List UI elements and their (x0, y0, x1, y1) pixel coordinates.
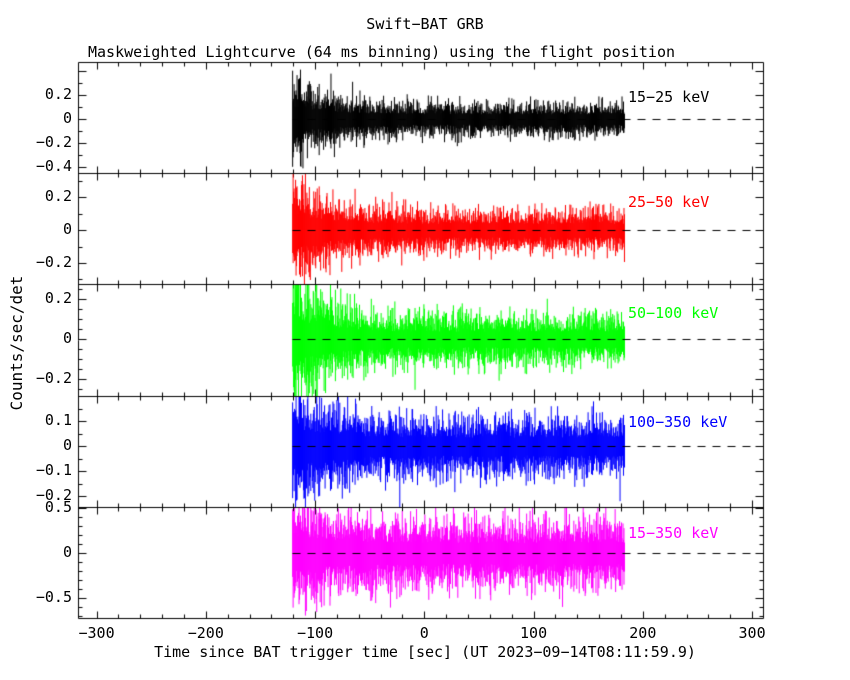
x-tick-label: −100 (297, 624, 334, 642)
x-tick-label: 300 (738, 624, 766, 642)
y-tick-label: 0 (62, 436, 72, 455)
energy-band-label: 15−25 keV (628, 88, 710, 106)
y-tick-label: 0.5 (44, 497, 72, 516)
y-tick-label: 0.2 (44, 289, 72, 307)
x-tick-label: −300 (78, 624, 115, 642)
x-tick-label: 100 (520, 624, 548, 642)
y-tick-label: −0.2 (35, 132, 72, 151)
x-tick-label: 0 (419, 624, 429, 642)
y-tick-label: −0.2 (35, 252, 72, 271)
y-tick-label: −0.4 (35, 156, 72, 175)
y-tick-label: 0 (62, 542, 72, 561)
y-tick-label: 0 (62, 220, 72, 239)
chart-title: Swift−BAT GRB (366, 15, 484, 33)
chart-subtitle: Maskweighted Lightcurve (64 ms binning) … (88, 43, 675, 61)
y-tick-label: −0.2 (35, 369, 72, 387)
energy-band-label: 50−100 keV (628, 304, 719, 323)
x-axis-label: Time since BAT trigger time [sec] (UT 20… (154, 643, 696, 661)
y-tick-label: 0 (62, 108, 72, 127)
y-tick-label: −0.5 (35, 588, 72, 606)
x-tick-label: −200 (187, 624, 224, 642)
energy-band-label: 15−350 keV (628, 523, 719, 542)
y-tick-label: −0.2 (35, 486, 72, 505)
energy-band-label: 25−50 keV (628, 193, 710, 212)
y-tick-label: 0.2 (44, 84, 72, 103)
y-tick-label: 0 (62, 329, 72, 347)
y-tick-label: −0.1 (35, 461, 72, 480)
energy-band-label: 100−350 keV (628, 412, 728, 431)
y-tick-label: 0.2 (44, 187, 72, 206)
y-tick-label: 0.1 (44, 411, 72, 430)
x-tick-label: 200 (629, 624, 657, 642)
